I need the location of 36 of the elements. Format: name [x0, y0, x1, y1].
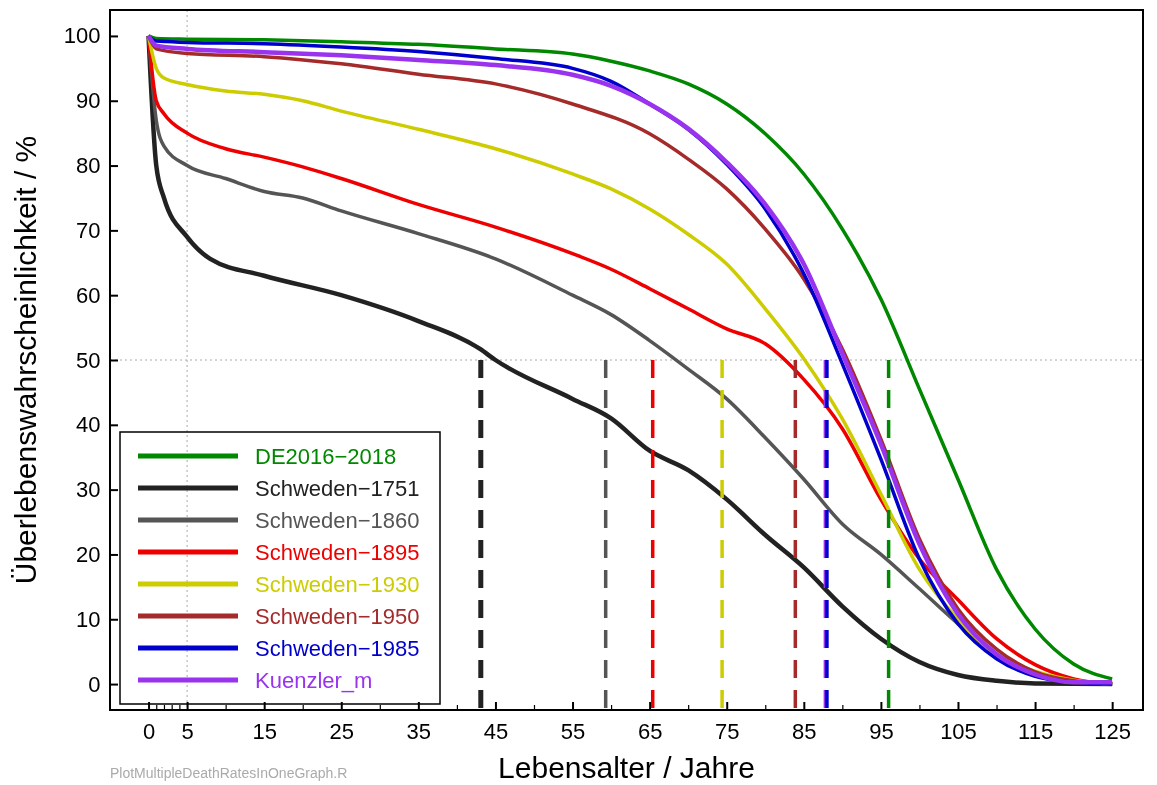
- y-tick-label: 60: [75, 282, 101, 308]
- legend-label: Schweden−1751: [255, 476, 420, 501]
- x-tick-label: 75: [714, 719, 740, 745]
- x-tick-label: 85: [792, 719, 817, 745]
- y-tick-label: 0: [88, 671, 101, 697]
- x-tick-label: 45: [483, 719, 509, 745]
- y-axis-title: Überlebenswahrscheinlichkeit / %: [9, 135, 42, 585]
- y-tick-label: 80: [75, 153, 101, 179]
- text: PlotMultipleDeathRatesInOneGraph.R: [110, 765, 348, 781]
- x-tick-label: 125: [1094, 719, 1132, 745]
- y-tick-label: 70: [75, 217, 101, 243]
- x-tick-label: 65: [637, 719, 663, 745]
- legend-label: Schweden−1860: [255, 508, 420, 533]
- x-axis-title: Lebensalter / Jahre: [498, 751, 755, 784]
- y-tick-label: 100: [63, 23, 101, 49]
- x-tick-label: 25: [329, 719, 355, 745]
- x-tick-label: 95: [869, 719, 894, 745]
- legend-label: Kuenzler_m: [255, 668, 373, 693]
- x-tick-label: 15: [252, 719, 277, 745]
- x-tick-label: 5: [181, 719, 194, 745]
- y-tick-label: 40: [75, 412, 101, 438]
- y-tick-label: 10: [75, 606, 101, 632]
- y-tick-label: 90: [75, 88, 101, 114]
- x-tick-label: 115: [1018, 719, 1054, 745]
- x-tick-label: 55: [560, 719, 586, 745]
- x-tick-label: 0: [142, 719, 156, 745]
- legend-label: DE2016−2018: [255, 444, 397, 469]
- x-tick-label: 105: [940, 719, 977, 745]
- y-tick-label: 30: [75, 477, 101, 503]
- legend-label: Schweden−1985: [255, 636, 420, 661]
- y-tick-label: 20: [75, 541, 101, 567]
- x-tick-label: 35: [406, 719, 432, 745]
- y-tick-label: 50: [75, 347, 101, 373]
- legend-label: Schweden−1930: [255, 572, 420, 597]
- legend-label: Schweden−1950: [255, 604, 420, 629]
- legend-label: Schweden−1895: [255, 540, 420, 565]
